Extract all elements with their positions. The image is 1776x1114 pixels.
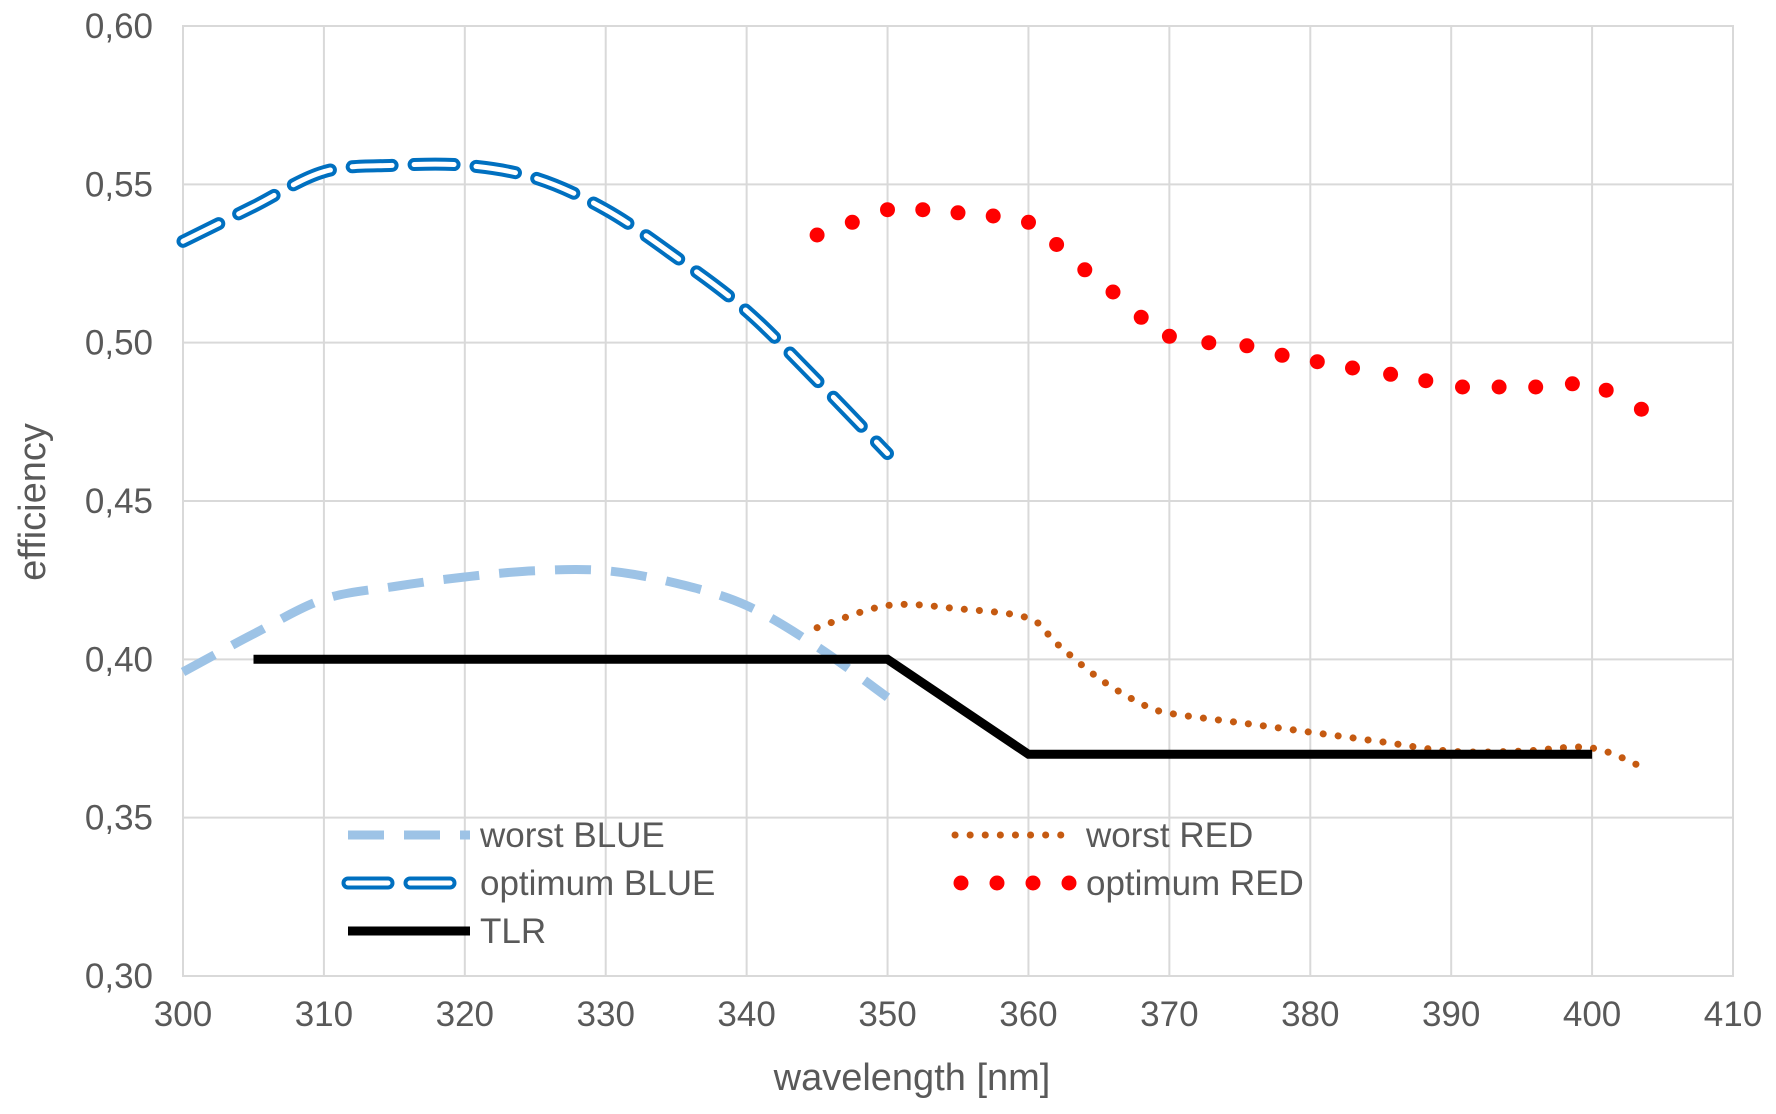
series-group (176, 157, 1652, 774)
data-point-optimum-red (1383, 366, 1399, 382)
x-tick-label: 310 (295, 995, 353, 1034)
data-point-optimum-red (1021, 214, 1036, 230)
data-point-optimum-red (1274, 347, 1290, 363)
data-point-optimum-red (1633, 401, 1649, 417)
y-tick-label: 0,30 (85, 957, 153, 996)
y-axis-title: efficiency (12, 423, 54, 581)
x-axis-title: wavelength [nm] (773, 1057, 1051, 1099)
x-tick-label: 360 (999, 995, 1057, 1034)
x-tick-label: 320 (436, 995, 494, 1034)
data-point-optimum-red (1598, 382, 1614, 398)
data-point-optimum-red (985, 208, 1001, 224)
data-point-optimum-red (1455, 379, 1470, 395)
legend-label-tlr: TLR (480, 912, 546, 951)
legend-marker-optimum-red (989, 875, 1005, 891)
data-point-optimum-red (1133, 309, 1149, 325)
legend-label-optimum-blue: optimum BLUE (480, 864, 715, 903)
series-worst-blue (180, 564, 891, 701)
y-tick-label: 0,50 (85, 324, 153, 363)
series-tlr (253, 654, 1593, 759)
legend-item-worst-blue: worst BLUE (348, 816, 665, 855)
data-point-optimum-red (1418, 373, 1434, 389)
tlr-line (253, 654, 1593, 759)
x-tick-label: 340 (717, 995, 775, 1034)
series-optimum-blue (176, 157, 894, 460)
x-tick-label: 380 (1281, 995, 1339, 1034)
data-point-optimum-red (1528, 379, 1544, 395)
worst-blue-line (180, 564, 891, 701)
data-point-optimum-red (1491, 379, 1507, 395)
worst-red-line (813, 600, 1652, 774)
data-point-optimum-red (1239, 338, 1255, 354)
x-tick-label: 400 (1563, 995, 1621, 1034)
y-tick-label: 0,45 (85, 482, 153, 521)
data-point-optimum-red (880, 202, 895, 218)
legend-item-worst-red: worst RED (951, 816, 1253, 855)
y-tick-label: 0,35 (85, 799, 153, 838)
plot-area-border (182, 25, 1734, 977)
x-tick-label: 330 (577, 995, 635, 1034)
x-tick-label: 390 (1422, 995, 1480, 1034)
legend-label-optimum-red: optimum RED (1086, 864, 1304, 903)
data-point-optimum-red (1201, 335, 1217, 351)
data-point-optimum-red (1309, 354, 1325, 370)
x-tick-label: 370 (1140, 995, 1198, 1034)
y-tick-label: 0,40 (85, 640, 153, 679)
y-tick-label: 0,60 (85, 7, 153, 46)
x-tick-label: 410 (1704, 995, 1762, 1034)
series-optimum-red (809, 202, 1649, 417)
legend-item-tlr: TLR (348, 912, 546, 951)
legend-marker-optimum-red (1025, 875, 1041, 891)
data-point-optimum-red (844, 214, 860, 230)
x-tick-label: 300 (154, 995, 212, 1034)
data-point-optimum-red (1105, 284, 1121, 300)
data-point-optimum-red (915, 202, 931, 218)
legend-label-worst-blue: worst BLUE (479, 816, 665, 855)
optimum-blue-line-inner (180, 161, 890, 456)
legend: worst BLUE optimum BLUE TLR worst RED optimu… (341, 816, 1304, 951)
axes (182, 25, 1734, 977)
series-worst-red (813, 600, 1652, 774)
data-point-optimum-red (1077, 262, 1093, 278)
legend-label-worst-red: worst RED (1085, 816, 1253, 855)
legend-marker-optimum-red (953, 875, 969, 891)
y-tick-label: 0,55 (85, 165, 153, 204)
legend-item-optimum-red: optimum RED (953, 864, 1304, 903)
x-tick-label: 350 (858, 995, 916, 1034)
legend-marker-optimum-red (1061, 875, 1077, 891)
data-point-optimum-red (1564, 376, 1580, 392)
data-point-optimum-red (809, 227, 825, 243)
data-point-optimum-red (1161, 328, 1177, 344)
data-point-optimum-red (1345, 360, 1360, 376)
data-point-optimum-red (950, 205, 966, 221)
data-point-optimum-red (1049, 237, 1065, 252)
legend-item-optimum-blue: optimum BLUE (341, 864, 715, 903)
tick-labels: 300 310 320 330 340 350 360 370 380 390 400 410 0,30… (85, 7, 1762, 1034)
